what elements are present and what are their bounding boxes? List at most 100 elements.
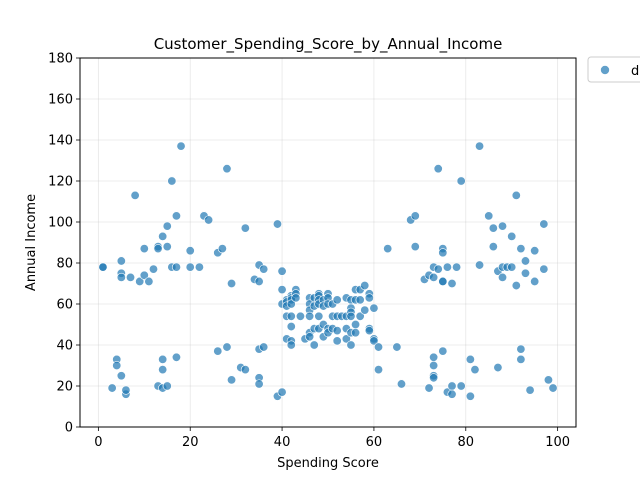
scatter-point [520,256,530,266]
scatter-point [286,322,296,332]
scatter-point [139,244,149,254]
scatter-point [410,242,420,252]
scatter-point [360,281,370,291]
scatter-point [341,334,351,344]
scatter-point [465,354,475,364]
plot-area-frame [79,57,577,428]
scatter-point [511,190,521,200]
x-tick-label: 60 [366,435,383,450]
scatter-point [171,352,181,362]
scatter-point [185,246,195,256]
scatter-point [424,383,434,393]
scatter-point [470,365,480,375]
scatter-point [456,381,466,391]
scatter-point [116,272,126,282]
scatter-point [364,326,374,336]
y-axis-label: Annual Income [24,194,39,291]
scatter-point [447,278,457,288]
x-tick-label: 100 [545,435,570,450]
scatter-point [158,365,168,375]
scatter-point [332,326,342,336]
scatter-point [488,223,498,233]
scatter-point [493,363,503,373]
scatter-point [162,221,172,231]
scatter-point [254,276,264,286]
scatter-point [286,340,296,350]
y-tick-label: 160 [48,93,73,108]
scatter-point [305,332,315,342]
y-tick-label: 180 [48,52,73,67]
scatter-point [121,385,131,395]
scatter-point [126,272,136,282]
scatter-point [277,266,287,276]
scatter-point [107,383,117,393]
scatter-point [364,293,374,303]
legend-marker [600,65,610,75]
scatter-point [240,223,250,233]
scatter-point [438,346,448,356]
scatter-point [396,379,406,389]
scatter-point [144,276,154,286]
scatter-point [351,319,361,329]
scatter-point [305,311,315,321]
scatter-point [539,219,549,229]
scatter-point [286,311,296,321]
x-tick-label: 40 [274,435,291,450]
scatter-point [475,141,485,151]
scatter-point [332,336,342,346]
scatter-point [520,268,530,278]
scatter-point [438,248,448,258]
scatter-point [516,244,526,254]
scatter-point [153,244,163,254]
scatter-point [475,260,485,270]
scatter-point [351,328,361,338]
scatter-point [116,371,126,381]
scatter-point [185,262,195,272]
scatter-point [277,285,287,295]
scatter-point [314,311,324,321]
scatter-point [392,342,402,352]
scatter-point [447,381,457,391]
scatter-point [433,164,443,174]
scatter-point [438,276,448,286]
y-tick-label: 0 [65,421,73,436]
scatter-point [167,176,177,186]
chart-title: Customer_Spending_Score_by_Annual_Income [154,35,503,54]
scatter-point [383,244,393,254]
y-tick-label: 20 [56,380,73,395]
scatter-point [465,391,475,401]
scatter-point [222,342,232,352]
scatter-point [135,276,145,286]
scatter-point [240,365,250,375]
scatter-point [355,311,365,321]
scatter-point [332,295,342,305]
scatter-point [222,164,232,174]
scatter-point [429,373,439,383]
scatter-point [530,246,540,256]
scatter-point [369,336,379,346]
y-tick-label: 60 [56,298,73,313]
y-tick-label: 140 [48,134,73,149]
scatter-point [130,190,140,200]
scatter-point [213,346,223,356]
scatter-point [374,365,384,375]
x-tick-label: 0 [94,435,102,450]
scatter-point [158,231,168,241]
scatter-point [254,379,264,389]
scatter-point [429,360,439,370]
scatter-point [442,262,452,272]
y-tick-label: 120 [48,175,73,190]
scatter-point [360,305,370,315]
x-axis-label: Spending Score [277,456,379,471]
scatter-point [410,211,420,221]
scatter-point [433,264,443,274]
scatter-point [217,244,227,254]
scatter-point [259,264,269,274]
scatter-point [530,276,540,286]
legend: d [587,56,640,83]
scatter-point [516,354,526,364]
scatter-point [548,383,558,393]
scatter-point [456,176,466,186]
scatter-point [374,342,384,352]
